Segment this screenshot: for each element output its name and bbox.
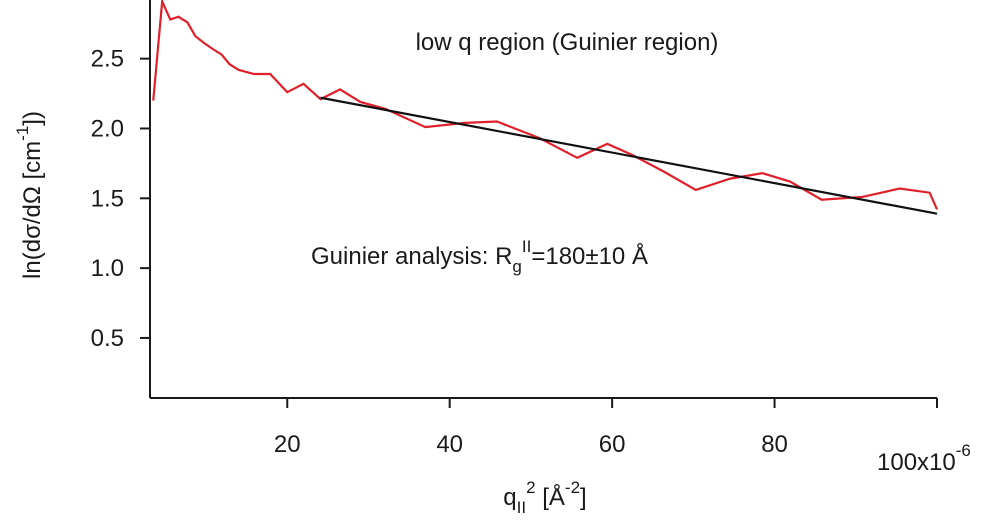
y-axis-label: ln(dσ/dΩ [cm-1]) — [13, 111, 46, 279]
y-tick-label: 1.5 — [91, 185, 124, 212]
label-part: II — [517, 498, 526, 517]
x-tick-label: 100x10-6 — [877, 441, 971, 476]
x-axis-label: qII2 [Å-2] — [503, 478, 586, 517]
x-tick-label: 60 — [599, 431, 626, 458]
chart-title: low q region (Guinier region) — [416, 29, 719, 56]
x-tick-label: 80 — [761, 431, 788, 458]
tick-exponent: -6 — [956, 441, 971, 460]
label-part: ln(dσ/dΩ [cm — [19, 141, 46, 279]
y-tick-label: 1.0 — [91, 255, 124, 282]
label-part: Guinier analysis: R — [311, 243, 512, 270]
label-part: -2 — [565, 478, 580, 497]
label-part: q — [503, 484, 516, 511]
data-line — [152, 0, 939, 210]
tick-label-part: 100x10 — [877, 449, 956, 476]
label-part: 2 — [526, 478, 535, 497]
label-part: ]) — [19, 111, 46, 126]
label-part: ] — [580, 484, 587, 511]
x-tick-label: 20 — [274, 431, 301, 458]
y-tick-label: 0.5 — [91, 325, 124, 352]
label-part: II — [522, 237, 531, 256]
label-part: -1 — [13, 126, 32, 141]
label-part: =180±10 Å — [531, 242, 648, 270]
x-tick-label: 40 — [436, 431, 463, 458]
y-tick-label: 2.5 — [91, 46, 124, 73]
y-tick-label: 2.0 — [91, 115, 124, 142]
label-part: [Å — [536, 483, 565, 511]
annotation: Guinier analysis: RgII=180±10 Å — [311, 237, 648, 276]
label-part: g — [512, 257, 521, 276]
data-line — [320, 96, 938, 215]
